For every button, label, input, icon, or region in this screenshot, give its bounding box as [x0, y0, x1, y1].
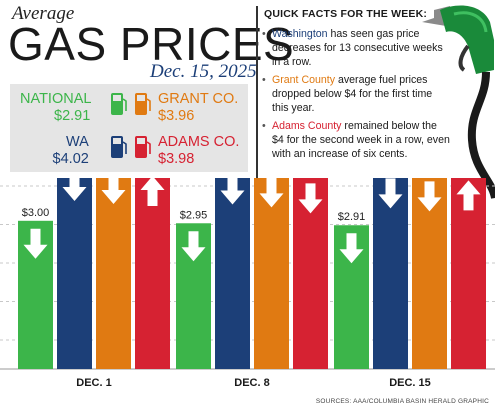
fact-text: has seen gas price decreases for 13 cons…	[272, 28, 443, 68]
down-arrow-icon	[62, 178, 87, 202]
bar	[96, 178, 131, 369]
up-arrow-icon	[456, 180, 481, 211]
bar	[373, 178, 408, 369]
bar	[254, 178, 289, 369]
wa-price: WA $4.02	[53, 134, 89, 168]
gas-pump-icon	[135, 136, 151, 158]
down-arrow-icon	[339, 233, 364, 264]
chart-x-labels: DEC. 1 DEC. 8 DEC. 15	[76, 377, 431, 389]
down-arrow-icon	[101, 178, 126, 204]
x-tick-label: DEC. 15	[389, 377, 431, 389]
adams-label: ADAMS CO.	[158, 134, 240, 150]
gas-price-bar-chart: $3.00$4.17$4.11$4.07$2.95$4.10$4.04$3.92…	[0, 178, 495, 389]
title-kicker: Average	[12, 3, 75, 24]
fact-item: • Grant County average fuel prices droppe…	[262, 74, 433, 114]
grant-price: GRANT CO. $3.96	[158, 91, 238, 125]
price-summary-panel: NATIONAL $2.91 GRANT CO. $3.96 WA $4.02 …	[10, 84, 248, 172]
gas-pump-icon	[111, 136, 127, 158]
wa-label: WA	[66, 134, 89, 150]
down-arrow-icon	[220, 178, 245, 205]
down-arrow-icon	[181, 231, 206, 262]
bar	[135, 178, 170, 369]
x-tick-label: DEC. 1	[76, 377, 111, 389]
bar-value-label: $2.91	[338, 211, 366, 223]
adams-value: $3.98	[158, 151, 195, 167]
date-label: Dec. 15, 2025	[150, 61, 257, 82]
page-title: GAS PRICES	[8, 18, 295, 70]
vertical-divider	[256, 6, 258, 178]
bar	[215, 178, 250, 369]
fact-text: remained below the $4 for the second wee…	[272, 120, 450, 160]
fact-highlight: Grant County	[272, 74, 336, 86]
grant-label: GRANT CO.	[158, 91, 239, 107]
down-arrow-icon	[417, 181, 442, 212]
fact-highlight: Washington	[272, 28, 328, 40]
fact-text: average fuel prices dropped below $4 for…	[272, 74, 433, 114]
bar-value-label: $3.00	[22, 207, 50, 219]
national-value: $2.91	[54, 108, 91, 124]
fact-item: • Washington has seen gas price decreases…	[262, 28, 443, 68]
down-arrow-icon	[259, 178, 284, 208]
gas-pump-icon	[111, 93, 127, 115]
national-price: NATIONAL $2.91	[20, 91, 91, 125]
down-arrow-icon	[378, 178, 403, 209]
fact-item: • Adams County remained below the $4 for …	[262, 120, 450, 160]
adams-price: ADAMS CO. $3.98	[158, 134, 239, 168]
source-credit: SOURCES: AAA/COLUMBIA BASIN HERALD GRAPH…	[315, 398, 489, 405]
up-arrow-icon	[140, 178, 165, 206]
facts-heading: QUICK FACTS FOR THE WEEK:	[264, 8, 428, 20]
x-tick-label: DEC. 8	[234, 377, 269, 389]
gas-pump-icon	[135, 93, 151, 115]
bar	[57, 178, 92, 369]
fact-highlight: Adams County	[272, 120, 342, 132]
grant-value: $3.96	[158, 108, 195, 124]
down-arrow-icon	[298, 183, 323, 214]
national-label: NATIONAL	[20, 91, 92, 107]
fuel-nozzle-icon	[422, 5, 495, 199]
facts-list: • Washington has seen gas price decreases…	[262, 27, 450, 165]
bar-value-label: $2.95	[180, 209, 208, 221]
down-arrow-icon	[23, 228, 48, 259]
wa-value: $4.02	[52, 151, 89, 167]
chart-bars: $3.00$4.17$4.11$4.07$2.95$4.10$4.04$3.92…	[18, 178, 486, 369]
